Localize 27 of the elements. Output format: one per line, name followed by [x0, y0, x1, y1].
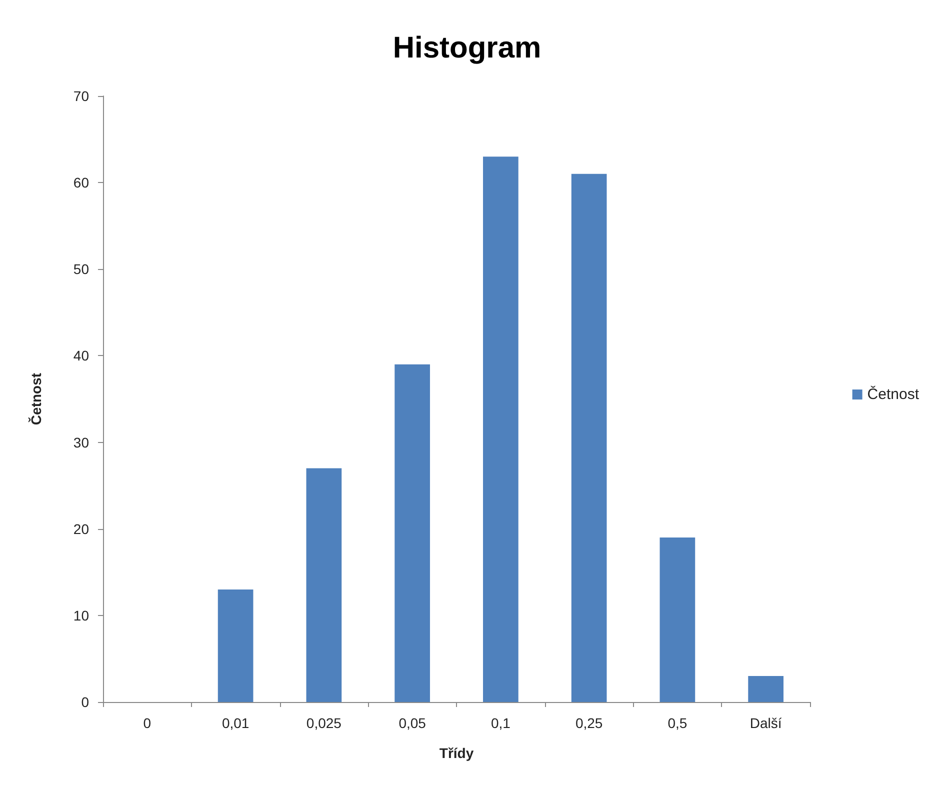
- bar: [483, 156, 518, 702]
- y-tick-label: 70: [73, 88, 90, 104]
- chart-title: Histogram: [392, 32, 542, 64]
- bar: [218, 589, 254, 702]
- y-tick-label: 20: [73, 520, 90, 537]
- y-tick-label: 60: [73, 174, 90, 191]
- y-tick-label: 0: [81, 694, 90, 710]
- x-tick-label: 0,01: [222, 715, 250, 731]
- x-tick-label: 0,025: [306, 715, 342, 731]
- y-tick-label: 40: [73, 348, 90, 364]
- legend-label: Četnost: [867, 385, 920, 403]
- y-tick-label: 50: [73, 261, 90, 278]
- bar: [571, 174, 607, 702]
- x-tick-label: 0,1: [490, 715, 511, 731]
- x-tick-label: 0,05: [398, 715, 426, 731]
- x-axis-title: Třídy: [439, 745, 474, 761]
- bar: [306, 468, 342, 702]
- x-tick-label: Další: [750, 715, 782, 731]
- x-tick-label: 0,5: [668, 715, 688, 731]
- bar: [660, 538, 696, 702]
- y-tick-label: 10: [73, 607, 90, 624]
- y-axis-title: Četnost: [28, 372, 44, 426]
- y-tick-label: 30: [73, 434, 90, 450]
- bar: [394, 364, 430, 702]
- x-tick-label: 0: [143, 715, 152, 731]
- x-tick-label: 0,25: [575, 715, 603, 731]
- bar: [748, 676, 784, 702]
